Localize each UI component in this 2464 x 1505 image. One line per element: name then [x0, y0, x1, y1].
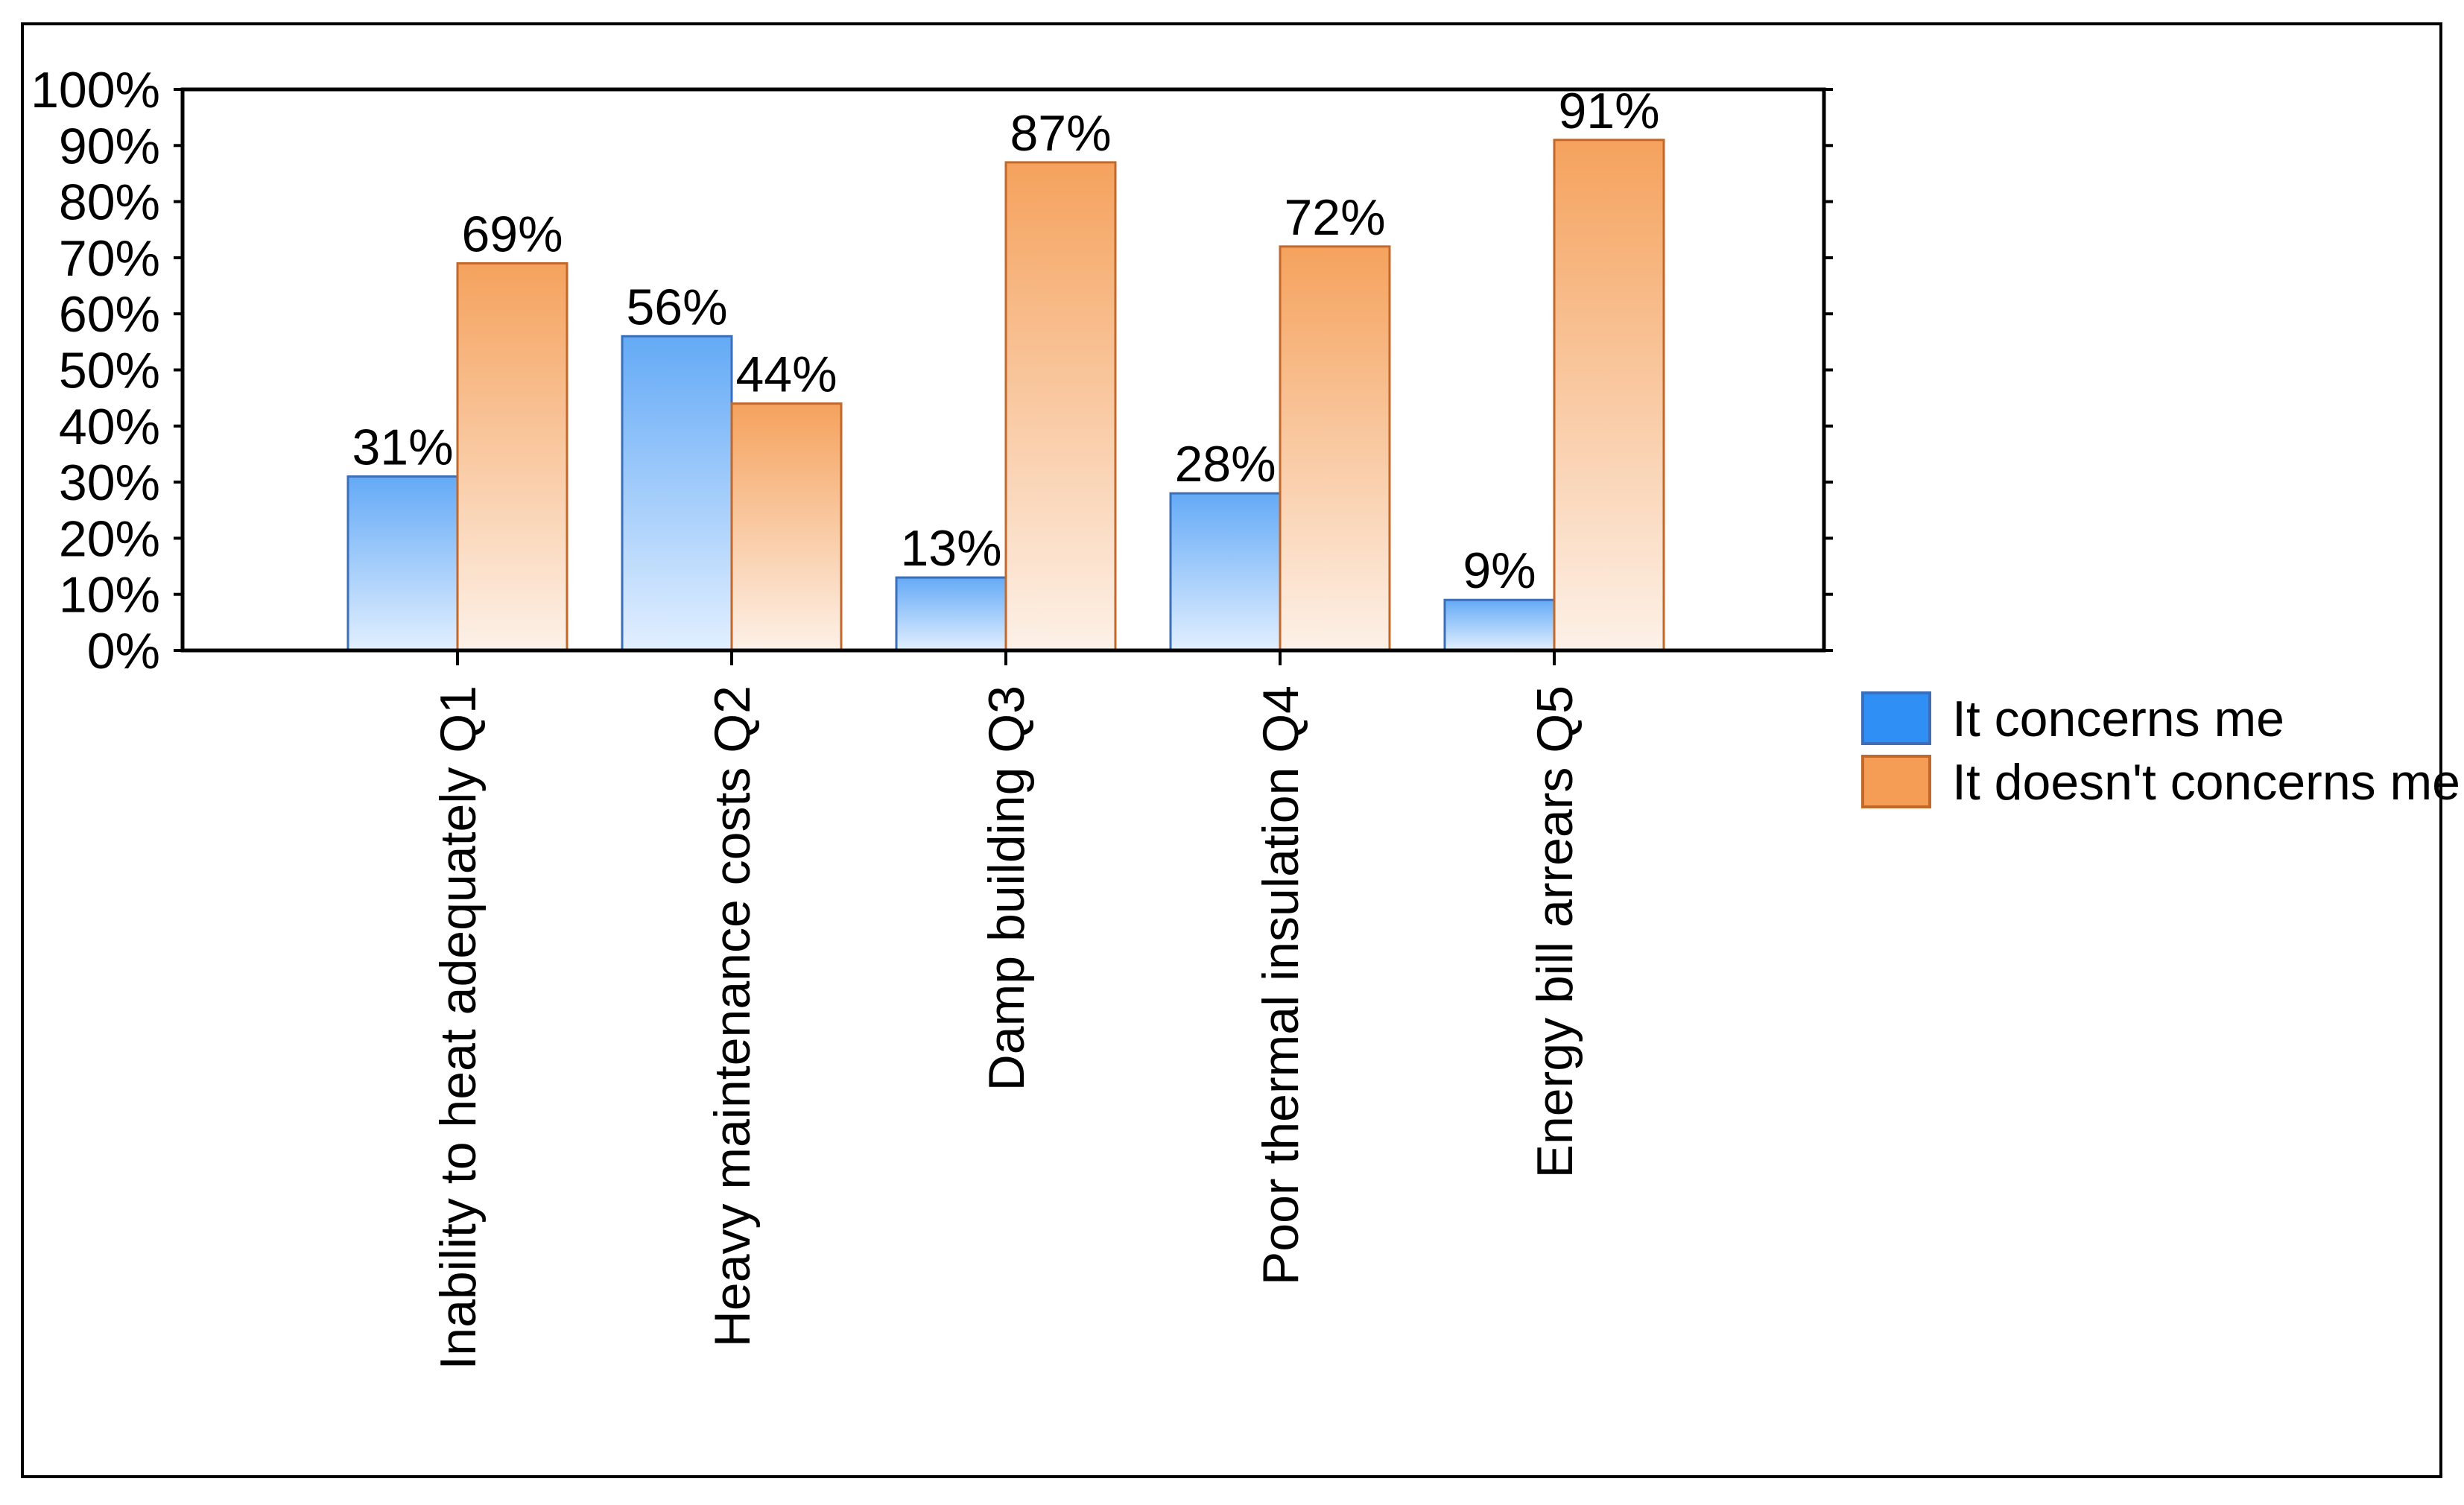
- y-tick-label: 70%: [59, 230, 160, 287]
- legend-label-not-concerns: It doesn't concerns me: [1952, 754, 2460, 811]
- data-label-not-concerns-q1: 69%: [461, 206, 563, 262]
- x-axis: Inability to heat adequately Q1 Heavy mai…: [430, 650, 1583, 1370]
- data-label-concerns-q1: 31%: [352, 419, 453, 476]
- bar-not-concerns-q3: [1004, 161, 1117, 652]
- y-tick-label: 60%: [59, 286, 160, 343]
- x-tick-label-q5: Energy bill arrears Q5: [1527, 685, 1583, 1178]
- y-tick-label: 50%: [59, 343, 160, 399]
- data-label-not-concerns-q2: 44%: [735, 346, 837, 403]
- bar-not-concerns-q4: [1279, 245, 1391, 652]
- bars-layer: [346, 139, 1665, 652]
- y-tick-label: 30%: [59, 454, 160, 511]
- bar-not-concerns-q5: [1553, 139, 1665, 652]
- data-label-concerns-q2: 56%: [626, 279, 727, 335]
- data-labels-layer: 31% 69% 56%44% 13% 87% 28% 72% 9% 91%: [352, 83, 1659, 599]
- y-tick-label: 0%: [87, 623, 160, 679]
- y-tick-label: 100%: [31, 62, 160, 118]
- data-label-not-concerns-q4: 72%: [1284, 189, 1385, 246]
- x-tick-label-q1: Inability to heat adequately Q1: [430, 685, 487, 1370]
- bar-concerns-q4: [1169, 492, 1282, 652]
- bar-not-concerns-q2: [730, 402, 843, 652]
- x-tick-label-q3: Damp building Q3: [978, 685, 1035, 1091]
- legend: It concerns me It doesn't concerns me: [1861, 691, 2460, 811]
- x-tick-label-q2: Heavy maintenance costs Q2: [704, 685, 761, 1347]
- data-label-not-concerns-q5: 91%: [1558, 83, 1659, 139]
- bar-concerns-q2: [621, 335, 733, 652]
- legend-label-concerns: It concerns me: [1952, 691, 2284, 747]
- bar-not-concerns-q1: [456, 262, 569, 652]
- y-tick-label: 10%: [59, 567, 160, 624]
- data-label-concerns-q3: 13%: [900, 520, 1001, 577]
- legend-swatch-concerns: [1861, 691, 1931, 745]
- figure-border: [21, 22, 2442, 1478]
- bar-concerns-q1: [346, 475, 459, 652]
- bar-concerns-q5: [1443, 598, 1556, 652]
- legend-swatch-not-concerns: [1861, 755, 1931, 808]
- y-tick-label: 20%: [59, 510, 160, 567]
- data-label-not-concerns-q3: 87%: [1010, 105, 1111, 162]
- y-tick-label: 80%: [59, 174, 160, 231]
- bar-concerns-q3: [895, 576, 1007, 652]
- y-axis: 0%10%20%30%40%50%60%70%80%90%100%: [31, 62, 1833, 679]
- y-tick-label: 40%: [59, 399, 160, 455]
- y-tick-label: 90%: [59, 118, 160, 174]
- data-label-concerns-q5: 9%: [1463, 542, 1536, 599]
- data-label-concerns-q4: 28%: [1174, 436, 1276, 492]
- x-tick-label-q4: Poor thermal insulation Q4: [1252, 685, 1309, 1285]
